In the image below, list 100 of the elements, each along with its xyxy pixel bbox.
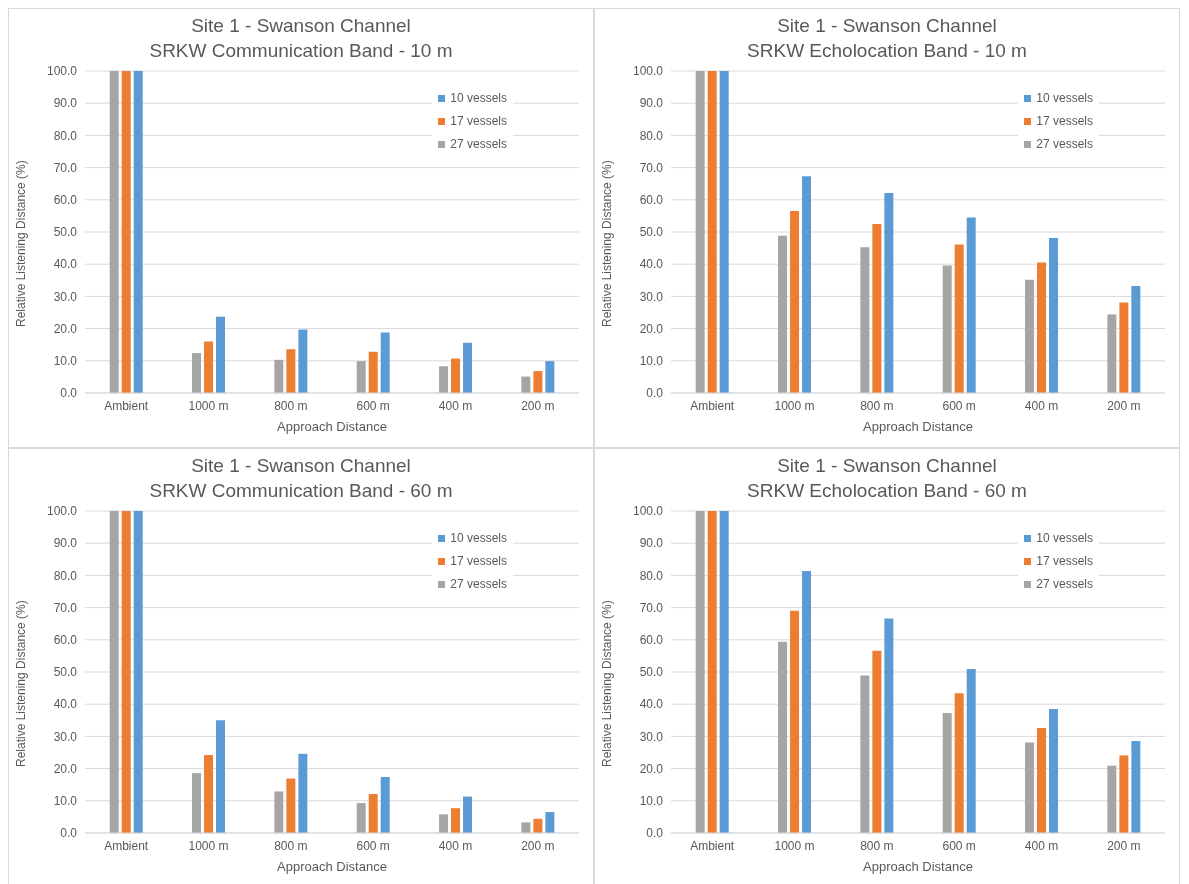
y-tick-label: 50.0 <box>53 225 78 240</box>
x-tick-label: Ambient <box>104 838 149 853</box>
bar <box>286 349 296 393</box>
chart-subtitle: SRKW Communication Band - 60 m <box>148 479 454 503</box>
x-tick-label: 1000 m <box>774 838 815 853</box>
legend-label: 27 vessels <box>1036 577 1093 592</box>
y-tick-label: 20.0 <box>639 761 664 776</box>
bar <box>1131 286 1141 393</box>
y-axis-title: Relative Listening Distance (%) <box>600 160 615 327</box>
bar <box>109 71 119 393</box>
x-tick-label: 600 m <box>942 838 976 853</box>
x-tick-label: 800 m <box>274 838 308 853</box>
bar <box>942 265 952 393</box>
y-tick-label: 80.0 <box>53 128 78 143</box>
legend-label: 17 vessels <box>450 554 507 569</box>
chart-title: Site 1 - Swanson Channel <box>776 14 998 38</box>
x-tick-label: 800 m <box>860 398 894 413</box>
x-axis-title: Approach Distance <box>863 859 973 874</box>
x-tick-label: 600 m <box>356 838 390 853</box>
y-tick-label: 100.0 <box>46 64 78 79</box>
y-axis-title: Relative Listening Distance (%) <box>600 600 615 767</box>
y-tick-label: 50.0 <box>639 665 664 680</box>
y-tick-label: 60.0 <box>639 193 664 208</box>
y-tick-label: 40.0 <box>639 697 664 712</box>
y-axis-title: Relative Listening Distance (%) <box>14 600 29 767</box>
bar <box>356 803 366 833</box>
x-tick-label: 600 m <box>356 398 390 413</box>
legend-label: 10 vessels <box>450 91 507 106</box>
bar <box>121 511 131 833</box>
bar <box>380 332 390 393</box>
bar <box>1107 314 1117 393</box>
y-tick-label: 80.0 <box>53 568 78 583</box>
bar <box>884 618 894 833</box>
y-tick-label: 30.0 <box>639 729 664 744</box>
y-tick-label: 50.0 <box>53 665 78 680</box>
y-tick-label: 0.0 <box>646 386 664 401</box>
bar <box>1049 238 1059 393</box>
bar <box>872 223 882 393</box>
legend-label: 10 vessels <box>450 531 507 546</box>
y-tick-label: 50.0 <box>639 225 664 240</box>
bar <box>1107 765 1117 833</box>
legend-label: 17 vessels <box>1036 114 1093 129</box>
y-tick-label: 70.0 <box>53 600 78 615</box>
legend-label: 10 vessels <box>1036 531 1093 546</box>
bar <box>802 570 812 833</box>
bar <box>463 342 473 393</box>
bar <box>707 71 717 393</box>
bar <box>860 247 870 393</box>
y-tick-label: 100.0 <box>632 504 664 519</box>
bar <box>778 235 788 393</box>
x-tick-label: 1000 m <box>188 398 229 413</box>
y-tick-label: 40.0 <box>53 697 78 712</box>
bar <box>521 376 531 393</box>
bar <box>942 712 952 833</box>
y-tick-label: 60.0 <box>53 193 78 208</box>
bar <box>204 341 214 393</box>
y-tick-label: 10.0 <box>639 794 664 809</box>
x-tick-label: 400 m <box>438 398 473 413</box>
y-tick-label: 100.0 <box>632 64 664 79</box>
bar <box>695 511 705 833</box>
bar <box>545 361 555 393</box>
x-tick-label: 600 m <box>942 398 976 413</box>
bar <box>463 796 473 833</box>
chart-title: Site 1 - Swanson Channel <box>190 454 412 478</box>
bar <box>1119 755 1129 833</box>
x-tick-label: 1000 m <box>188 838 229 853</box>
bar <box>966 669 976 833</box>
y-tick-label: 10.0 <box>639 354 664 369</box>
legend-label: 27 vessels <box>450 577 507 592</box>
y-tick-label: 10.0 <box>53 794 78 809</box>
x-tick-label: 800 m <box>860 838 894 853</box>
bar <box>521 822 531 833</box>
chart-title: Site 1 - Swanson Channel <box>776 454 998 478</box>
x-tick-label: 200 m <box>521 838 555 853</box>
y-tick-label: 30.0 <box>53 289 78 304</box>
y-tick-label: 0.0 <box>646 826 664 841</box>
bar <box>966 217 976 393</box>
y-tick-label: 40.0 <box>639 257 664 272</box>
bar <box>954 693 964 833</box>
bar <box>216 720 226 833</box>
y-tick-label: 10.0 <box>53 354 78 369</box>
x-tick-label: Ambient <box>690 398 735 413</box>
bar <box>192 773 202 833</box>
bar <box>707 511 717 833</box>
bar <box>719 71 729 393</box>
y-tick-label: 20.0 <box>53 321 78 336</box>
y-tick-label: 20.0 <box>53 761 78 776</box>
x-tick-label: 400 m <box>1024 398 1059 413</box>
y-tick-label: 0.0 <box>60 826 78 841</box>
bar <box>802 176 812 393</box>
y-tick-label: 0.0 <box>60 386 78 401</box>
bar <box>451 808 461 833</box>
chart-subtitle: SRKW Echolocation Band - 10 m <box>746 39 1028 63</box>
y-tick-label: 80.0 <box>639 568 664 583</box>
x-tick-label: 1000 m <box>774 398 815 413</box>
bar <box>545 812 555 833</box>
bar <box>368 794 378 833</box>
y-tick-label: 70.0 <box>639 600 664 615</box>
bar <box>121 71 131 393</box>
bar <box>954 244 964 393</box>
